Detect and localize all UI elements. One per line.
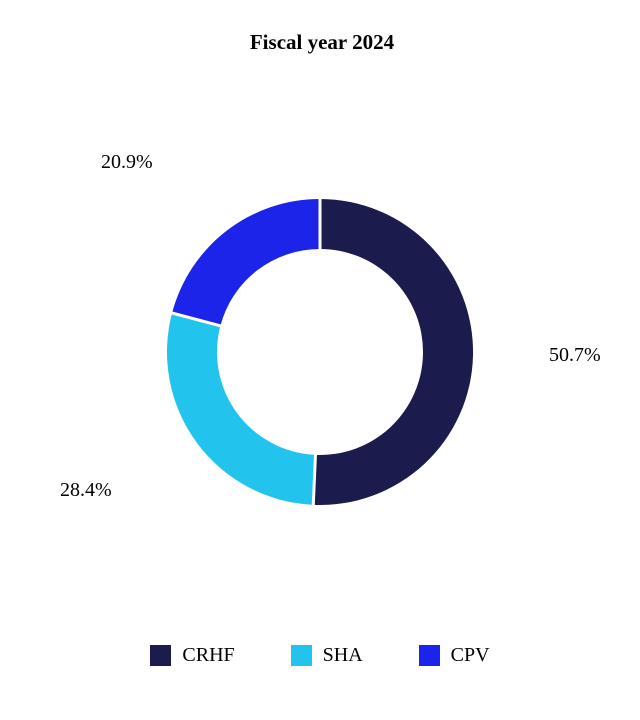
legend-swatch-crhf [150,645,172,666]
legend: CRHF SHA CPV [0,644,640,667]
slice-label-crhf: 50.7% [549,344,601,366]
legend-item-sha: SHA [290,644,363,667]
donut-segment-sha [167,313,316,505]
donut-segment-crhf [313,199,474,505]
donut-segment-cpv [172,199,320,326]
chart-title: Fiscal year 2024 [249,30,395,54]
legend-label-sha: SHA [322,644,363,666]
legend-swatch-cpv [418,645,440,666]
legend-item-crhf: CRHF [150,644,235,667]
slice-label-cpv: 20.9% [101,151,153,173]
legend-swatch-sha [290,645,312,666]
legend-label-crhf: CRHF [182,644,235,666]
slice-separator [311,452,318,507]
slice-separator [169,311,223,328]
legend-label-cpv: CPV [450,644,490,666]
legend-item-cpv: CPV [418,644,490,667]
slice-label-sha: 28.4% [60,479,112,501]
